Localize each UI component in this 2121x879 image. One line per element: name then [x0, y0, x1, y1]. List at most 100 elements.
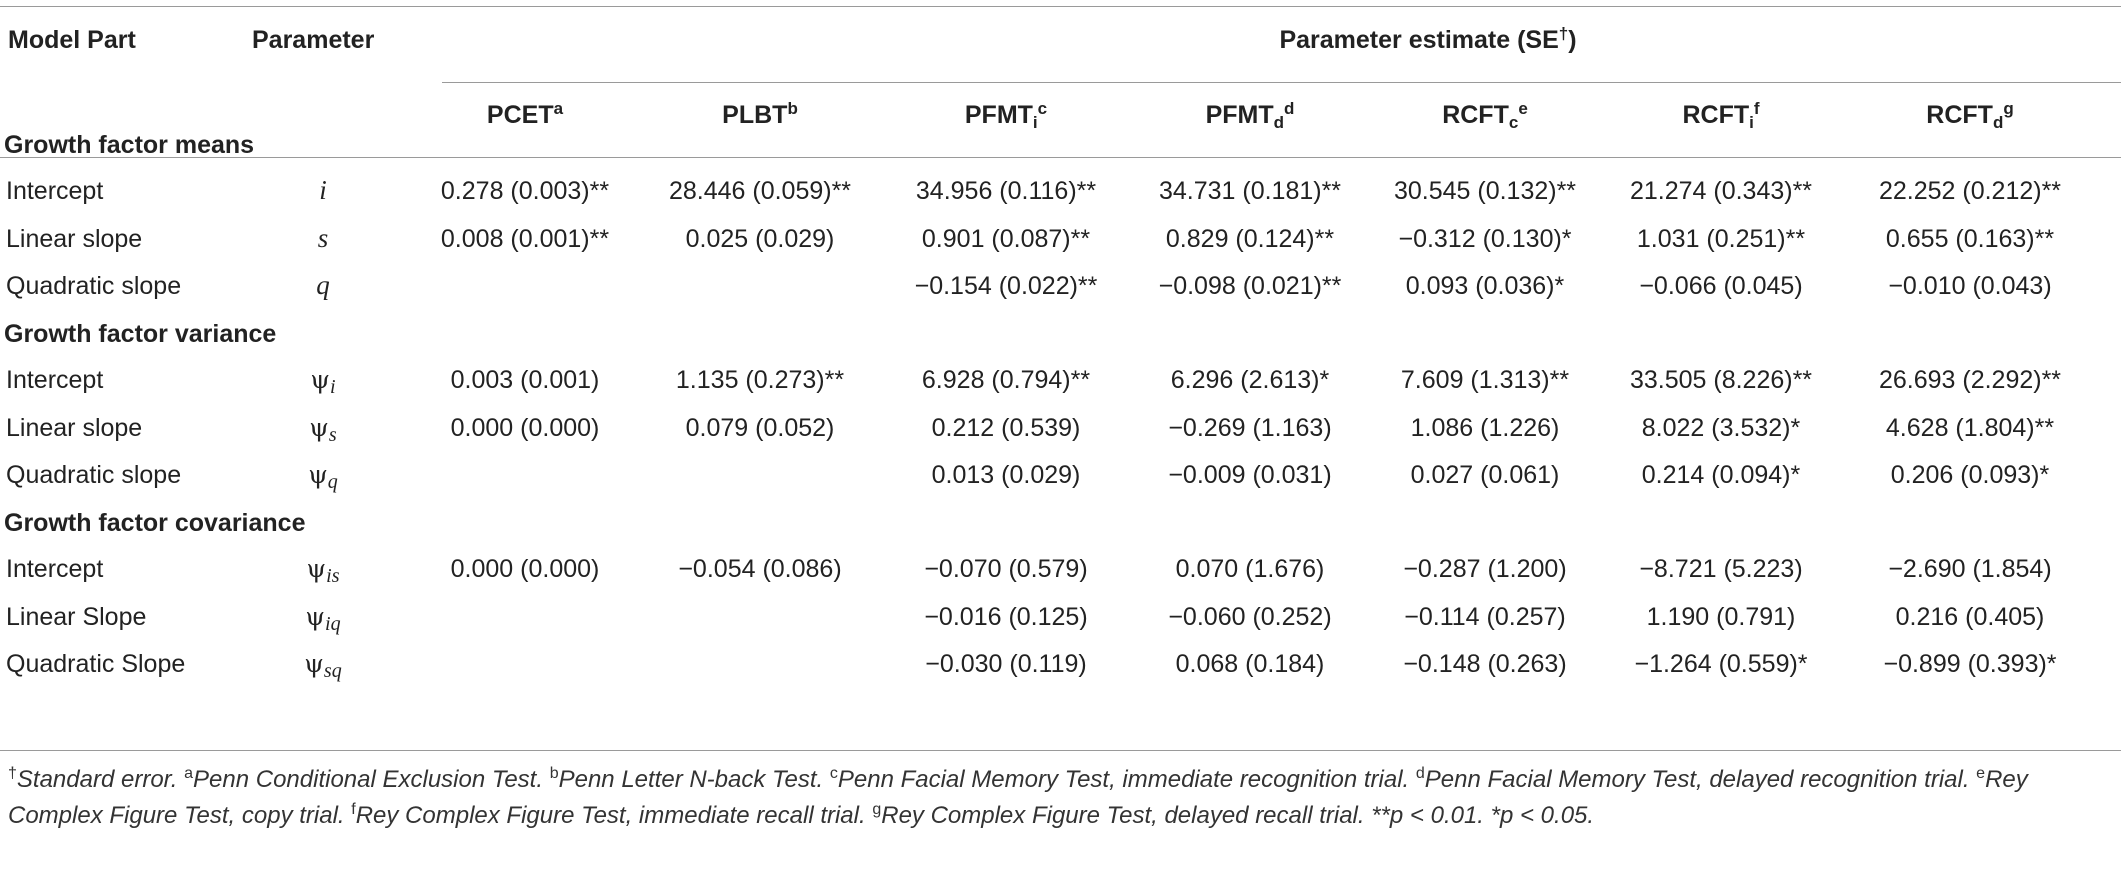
footnote-mark: †	[8, 765, 17, 782]
estimate-cell: 0.027 (0.061)	[1410, 461, 1560, 489]
estimate-cell: 21.274 (0.343)**	[1629, 177, 1813, 205]
estimate-cell: 1.086 (1.226)	[1410, 413, 1560, 442]
estimate-cell: −0.148 (0.263)	[1403, 650, 1567, 678]
parameter-symbol-base: ψ	[305, 601, 326, 631]
estimate-cell: −0.054 (0.086)	[678, 555, 842, 583]
estimate-cell: −0.010 (0.043)	[1888, 272, 2052, 300]
estimate-cell: 8.022 (3.532)*	[1641, 413, 1801, 442]
estimate-cell: −8.721 (5.223)	[1639, 555, 1803, 583]
estimate-cell: 0.000 (0.000)	[450, 413, 600, 442]
estimate-cell: −0.070 (0.579)	[924, 555, 1088, 583]
parameter-symbol: s	[317, 222, 329, 253]
parameter-symbol-base: ψ	[306, 554, 327, 583]
footnote-text: Penn Letter N-back Test.	[558, 766, 830, 793]
section-title: Growth factor means	[4, 131, 255, 159]
column-header-subscript: d	[1992, 113, 2004, 132]
column-header-subscript: d	[1273, 113, 1285, 132]
estimate-cell: −0.154 (0.022)**	[914, 272, 1098, 300]
estimate-cell: 0.829 (0.124)**	[1165, 224, 1335, 253]
estimate-cell: 0.206 (0.093)*	[1890, 461, 2050, 489]
footnote-mark: b	[549, 765, 559, 782]
column-header-footnote-mark: b	[787, 99, 798, 118]
column-header-footnote-mark: d	[1284, 99, 1295, 118]
column-header-base: RCFT	[1926, 101, 1993, 129]
estimate-cell: −0.060 (0.252)	[1168, 602, 1332, 631]
estimate-cell: 34.956 (0.116)**	[915, 177, 1097, 205]
parameter-symbol: ψiq	[305, 602, 340, 639]
footnote-text: Rey Complex Figure Test, immediate recal…	[355, 802, 873, 829]
column-header-base: RCFT	[1682, 101, 1750, 129]
estimate-cell: 7.609 (1.313)**	[1400, 366, 1570, 394]
column-header-footnote-mark: a	[553, 99, 564, 118]
section-title: Growth factor covariance	[4, 509, 306, 537]
estimate-cell: 0.013 (0.029)	[931, 461, 1081, 489]
column-header-rcfti: RCFTif	[1682, 100, 1759, 132]
footnote-mark: a	[184, 765, 194, 782]
estimate-cell: 0.025 (0.029)	[685, 224, 835, 253]
header-model-part: Model Part	[8, 26, 136, 54]
parameter-symbol-base: ψ	[308, 460, 328, 489]
model-part-label: Intercept	[6, 366, 104, 394]
footnote-text: Rey Complex Figure Test, delayed recall …	[881, 802, 1595, 829]
estimate-cell: 0.278 (0.003)**	[440, 177, 610, 205]
estimate-cell: 34.731 (0.181)**	[1158, 177, 1342, 205]
column-header-pfmti: PFMTic	[965, 99, 1048, 131]
parameter-symbol-subscript: iq	[325, 612, 341, 635]
parameter-symbol: ψis	[307, 554, 340, 591]
model-part-label: Quadratic Slope	[6, 650, 186, 678]
column-header-subscript: i	[1749, 113, 1754, 132]
estimate-cell: 0.068 (0.184)	[1175, 650, 1325, 678]
header-estimate-title: Parameter estimate (SE†)	[1279, 24, 1577, 54]
footnote-text: Penn Facial Memory Test, immediate recog…	[837, 766, 1416, 793]
footnote-mark: c	[829, 765, 838, 782]
estimate-cell: 0.093 (0.036)*	[1405, 272, 1565, 300]
table-footnotes: †Standard error. aPenn Conditional Exclu…	[8, 762, 2108, 834]
footnote-mark: f	[351, 801, 356, 818]
estimate-cell: −2.690 (1.854)	[1888, 555, 2052, 583]
model-part-label: Linear slope	[6, 224, 143, 253]
column-header-rcftd: RCFTdg	[1926, 99, 2014, 132]
estimate-cell: −0.114 (0.257)	[1404, 602, 1566, 631]
parameter-symbol: ψs	[309, 413, 336, 450]
column-header-subscript: c	[1508, 113, 1519, 132]
estimate-cell: −0.287 (1.200)	[1403, 555, 1567, 583]
estimate-cell: 0.000 (0.000)	[450, 555, 600, 583]
parameter-symbol-subscript: sq	[323, 660, 342, 682]
parameter-symbol-base: ψ	[304, 649, 324, 678]
estimate-cell: 22.252 (0.212)**	[1878, 177, 2062, 205]
estimate-cell: 6.296 (2.613)*	[1170, 366, 1330, 394]
estimate-cell: 1.190 (0.791)	[1646, 602, 1796, 631]
footnote-mark: g	[872, 801, 882, 818]
footnote-mark: e	[1976, 765, 1986, 782]
parameter-symbol-subscript: i	[330, 376, 336, 398]
model-part-label: Quadratic slope	[6, 461, 182, 489]
estimate-cell: 28.446 (0.059)**	[668, 177, 852, 205]
estimate-cell: −0.098 (0.021)**	[1158, 272, 1342, 300]
parameter-symbol-base: ψ	[310, 365, 331, 394]
estimate-cell: 1.135 (0.273)**	[675, 366, 845, 394]
estimate-cell: 0.214 (0.094)*	[1641, 461, 1801, 489]
parameter-symbol: ψi	[310, 365, 335, 402]
parameter-symbol-subscript: q	[327, 471, 338, 493]
model-part-label: Quadratic slope	[6, 272, 182, 300]
estimate-cell: 0.008 (0.001)**	[440, 224, 610, 253]
parameter-symbol: ψq	[308, 460, 338, 497]
estimate-cell: 0.079 (0.052)	[685, 413, 835, 442]
parameter-symbol: ψsq	[304, 649, 341, 686]
parameter-symbol-subscript: is	[326, 565, 340, 587]
estimate-cell: 0.212 (0.539)	[931, 413, 1081, 442]
parameter-symbol: q	[316, 270, 330, 300]
column-header-plbt: PLBTb	[722, 100, 798, 130]
column-header-footnote-mark: e	[1518, 99, 1528, 118]
column-header-base: PLBT	[722, 101, 788, 129]
column-header-footnote-mark: g	[2003, 99, 2014, 118]
estimate-cell: −0.066 (0.045)	[1639, 272, 1803, 300]
estimate-cell: −0.030 (0.119)	[925, 650, 1087, 678]
estimate-cell: 0.003 (0.001)	[450, 366, 600, 394]
estimate-cell: 33.505 (8.226)**	[1629, 366, 1813, 394]
column-header-footnote-mark: c	[1037, 99, 1048, 118]
estimate-cell: −0.009 (0.031)	[1168, 461, 1332, 489]
model-part-label: Linear slope	[6, 413, 143, 442]
estimate-cell: 0.901 (0.087)**	[921, 224, 1091, 253]
estimate-cell: 26.693 (2.292)**	[1878, 366, 2062, 394]
